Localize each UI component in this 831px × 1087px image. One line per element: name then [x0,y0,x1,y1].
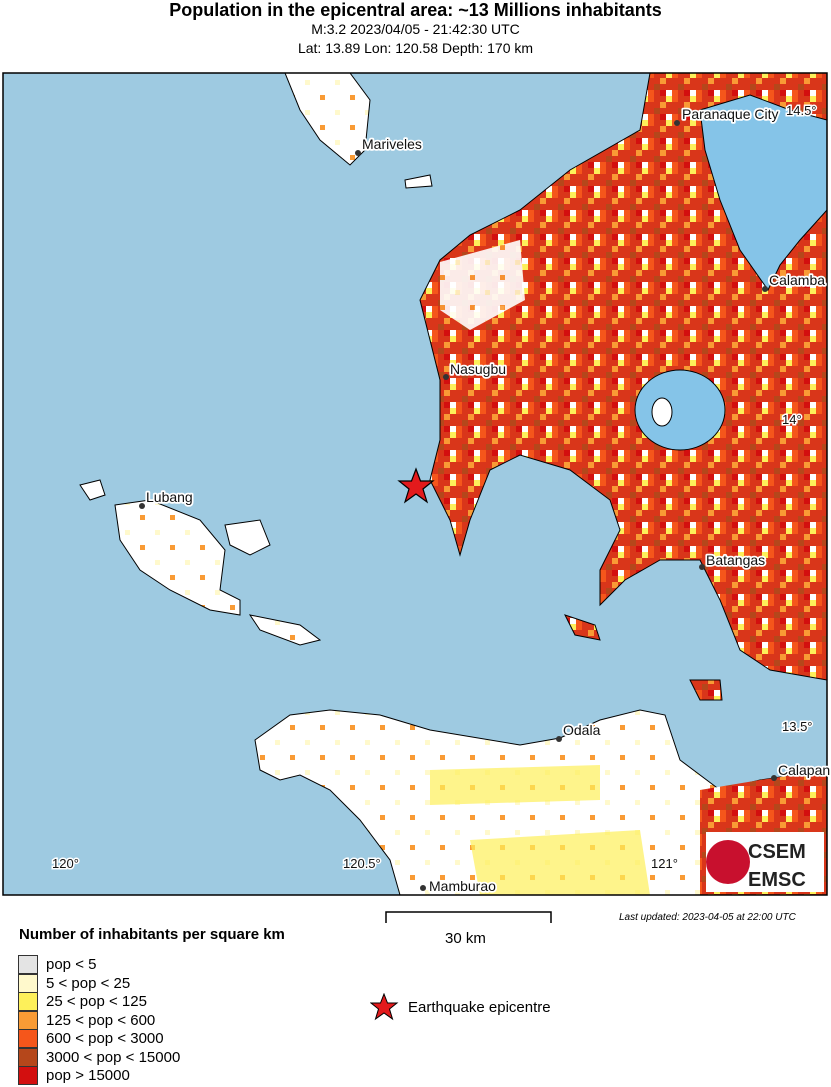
golo-island [248,614,322,646]
epicentre-star-icon[interactable] [397,467,435,504]
city-paranaque: Paranaque City [682,106,779,122]
city-calamba: Calamba [769,272,825,288]
islet [689,679,723,701]
ambil-island [224,519,271,556]
legend-item: 5 < pop < 25 [18,973,131,993]
volcano-island [651,397,673,427]
city-markers [139,120,777,891]
legend-label: 600 < pop < 3000 [46,1030,164,1047]
legend-swatch [18,1047,38,1067]
legend-item: 3000 < pop < 15000 [18,1047,181,1067]
last-updated: Last updated: 2023-04-05 at 22:00 UTC [619,912,796,923]
city-mamburao: Mamburao [429,878,496,894]
legend-label: pop > 15000 [46,1067,130,1084]
mindoro-yellow [430,765,650,895]
lubang-island [114,499,241,616]
legend-swatch [18,1010,38,1030]
taal-lake [634,369,726,451]
legend-item: 25 < pop < 125 [18,992,147,1011]
emsc-logo: CSEM EMSC [706,832,824,892]
event-location: Lat: 13.89 Lon: 120.58 Depth: 170 km [297,40,534,56]
legend-label: 125 < pop < 600 [46,1011,156,1029]
lat-tick-14-5: 14.5° [786,103,817,118]
event-info: M:3.2 2023/04/05 - 21:42:30 UTC [311,21,520,37]
legend-swatch [18,955,38,974]
city-nasugbu: Nasugbu [450,361,506,377]
luzon-land [419,73,827,681]
nasugbu-rural [440,240,525,330]
legend-title: Number of inhabitants per square km [19,926,285,943]
legend-label: 5 < pop < 25 [46,974,131,992]
small-island [404,174,433,189]
city-mariveles: Mariveles [362,136,422,152]
map-frame [2,72,828,896]
city-odala: Odala [563,722,601,738]
city-batangas: Batangas [706,552,765,568]
legend-swatch [18,1066,38,1085]
lat-tick-14: 14° [782,412,802,427]
legend-label: pop < 5 [46,956,97,973]
laguna-lake [699,94,827,291]
city-calapan: Calapan [778,762,830,778]
scale-bar [385,911,552,923]
legend-item: pop > 15000 [18,1066,130,1085]
scale-bar-label: 30 km [445,930,486,947]
city-lubang: Lubang [146,489,193,505]
legend-label: 25 < pop < 125 [46,993,147,1010]
star-icon [370,993,399,1021]
svg-text:CSEM: CSEM [748,841,806,863]
lat-tick-13-5: 13.5° [782,719,813,734]
bataan-land [284,73,371,166]
legend-swatch [18,1029,38,1048]
legend-label: 3000 < pop < 15000 [46,1048,181,1066]
legend-swatch [18,973,38,993]
lon-tick-121: 121° [651,856,678,871]
lubang-islet [79,479,106,501]
lon-tick-120: 120° [52,856,79,871]
svg-text:EMSC: EMSC [748,869,806,891]
legend-swatch [18,992,38,1011]
verde-island [564,614,601,641]
map-title: Population in the epicentral area: ~13 M… [169,0,662,20]
epicentre-legend: Earthquake epicentre [370,993,551,1021]
legend-item: 125 < pop < 600 [18,1010,156,1030]
lon-tick-120-5: 120.5° [343,856,381,871]
epicentre-legend-label: Earthquake epicentre [408,998,551,1016]
legend-item: pop < 5 [18,955,96,974]
legend-item: 600 < pop < 3000 [18,1029,164,1048]
